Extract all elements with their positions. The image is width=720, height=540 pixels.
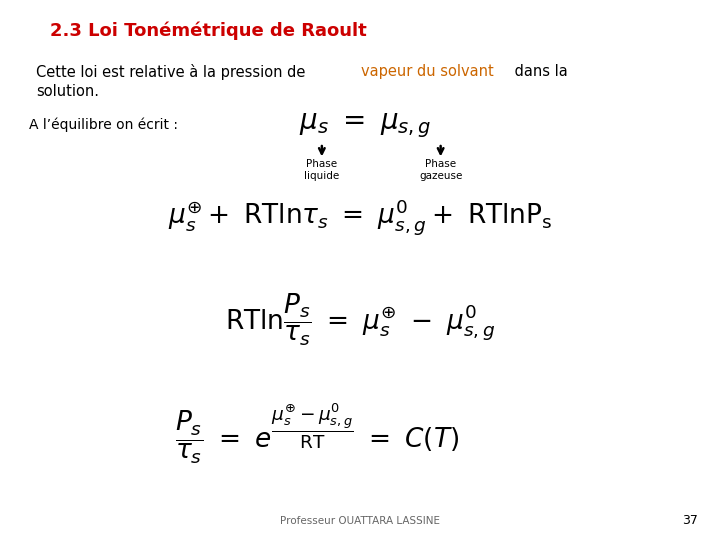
Text: $\mu_s^{\oplus} + \ \mathrm{RTln}\tau_s \ = \ \mu_{s,g}^{0} + \ \mathrm{RTlnP_s}: $\mu_s^{\oplus} + \ \mathrm{RTln}\tau_s … (168, 197, 552, 237)
Text: Phase
liquide: Phase liquide (305, 159, 339, 181)
Text: $\dfrac{P_s}{\tau_s} \ = \ e^{\dfrac{\mu_s^{\oplus}-\mu_{s,g}^{0}}{\mathrm{RT}}}: $\dfrac{P_s}{\tau_s} \ = \ e^{\dfrac{\mu… (175, 402, 459, 467)
Text: $\mu_s \ = \ \mu_{s,g}$: $\mu_s \ = \ \mu_{s,g}$ (299, 112, 431, 140)
Text: vapeur du solvant: vapeur du solvant (361, 64, 494, 79)
Text: 37: 37 (683, 514, 698, 526)
Text: $\mathrm{RTln}\dfrac{P_s}{\tau_s} \ = \ \mu_s^{\oplus} \ - \ \mu_{s,g}^{0}$: $\mathrm{RTln}\dfrac{P_s}{\tau_s} \ = \ … (225, 292, 495, 348)
Text: solution.: solution. (36, 84, 99, 99)
Text: A l’équilibre on écrit :: A l’équilibre on écrit : (29, 118, 178, 132)
Text: Cette loi est relative à la pression de: Cette loi est relative à la pression de (36, 64, 310, 80)
Text: dans la: dans la (510, 64, 568, 79)
Text: Professeur OUATTARA LASSINE: Professeur OUATTARA LASSINE (280, 516, 440, 526)
Text: Phase
gazeuse: Phase gazeuse (419, 159, 462, 181)
Text: 2.3 Loi Tonémétrique de Raoult: 2.3 Loi Tonémétrique de Raoult (50, 22, 367, 40)
